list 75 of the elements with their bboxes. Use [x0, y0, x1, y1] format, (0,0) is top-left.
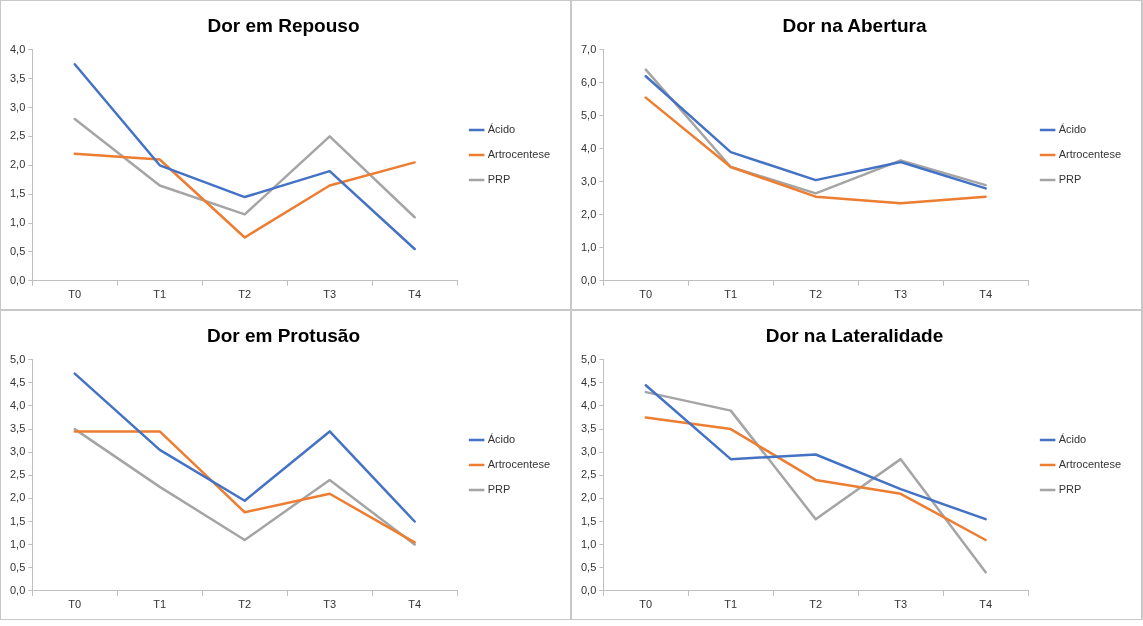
- legend-label: Ácido: [487, 433, 516, 446]
- y-tick-label: 1,0: [9, 537, 26, 550]
- x-tick-label: T3: [323, 288, 337, 301]
- x-tick-label: T3: [894, 598, 908, 611]
- legend-label: PRP: [1058, 483, 1082, 496]
- y-tick-label: 0,0: [580, 273, 597, 286]
- x-tick-label: T4: [408, 288, 422, 301]
- y-tick-label: 0,0: [9, 583, 26, 596]
- y-tick-label: 4,0: [580, 399, 597, 412]
- x-tick-label: T4: [408, 598, 422, 611]
- y-tick-label: 1,5: [580, 514, 597, 527]
- y-tick-label: 4,0: [580, 141, 597, 154]
- y-tick-label: 4,5: [580, 375, 597, 388]
- y-tick-label: 3,0: [9, 100, 26, 113]
- chart-title: Dor na Abertura: [782, 14, 927, 36]
- legend-label: Ácido: [487, 123, 516, 136]
- x-tick-label: T3: [323, 598, 337, 611]
- legend-label: Ácido: [1058, 433, 1087, 446]
- x-tick-label: T3: [894, 288, 908, 301]
- x-tick-label: T1: [724, 598, 738, 611]
- y-tick-label: 1,0: [9, 216, 26, 229]
- y-tick-label: 2,0: [9, 158, 26, 171]
- y-tick-label: 0,5: [580, 560, 597, 573]
- y-tick-label: 4,5: [9, 375, 26, 388]
- y-tick-label: 5,0: [580, 108, 597, 121]
- y-tick-label: 4,0: [9, 42, 26, 55]
- legend-label: Ácido: [1058, 123, 1087, 136]
- x-tick-label: T2: [238, 288, 252, 301]
- x-tick-label: T2: [809, 288, 823, 301]
- chart-title: Dor em Protusão: [206, 324, 361, 346]
- chart-title: Dor na Lateralidade: [765, 324, 944, 346]
- x-tick-label: T0: [639, 598, 653, 611]
- legend-label: Artrocentese: [1058, 148, 1122, 161]
- y-tick-label: 5,0: [9, 352, 26, 365]
- y-tick-label: 6,0: [580, 75, 597, 88]
- y-tick-label: 1,0: [580, 537, 597, 550]
- x-tick-label: T0: [639, 288, 653, 301]
- y-tick-label: 2,0: [9, 491, 26, 504]
- y-tick-label: 3,0: [9, 445, 26, 458]
- y-tick-label: 2,0: [580, 491, 597, 504]
- legend-label: PRP: [487, 173, 511, 186]
- y-tick-label: 0,5: [9, 560, 26, 573]
- x-tick-label: T2: [809, 598, 823, 611]
- y-tick-label: 4,0: [9, 399, 26, 412]
- y-tick-label: 1,5: [9, 187, 26, 200]
- x-tick-label: T4: [979, 288, 993, 301]
- y-tick-label: 3,5: [9, 71, 26, 84]
- y-tick-label: 2,5: [9, 468, 26, 481]
- y-tick-label: 7,0: [580, 42, 597, 55]
- x-tick-label: T1: [724, 288, 738, 301]
- y-tick-label: 2,0: [580, 207, 597, 220]
- x-tick-label: T1: [153, 598, 167, 611]
- y-tick-label: 2,5: [580, 468, 597, 481]
- y-tick-label: 5,0: [580, 352, 597, 365]
- y-tick-label: 3,5: [580, 422, 597, 435]
- legend-label: Artrocentese: [487, 458, 551, 471]
- y-tick-label: 3,0: [580, 174, 597, 187]
- x-tick-label: T4: [979, 598, 993, 611]
- y-tick-label: 3,0: [580, 445, 597, 458]
- chart-title: Dor em Repouso: [207, 14, 360, 36]
- x-tick-label: T0: [68, 598, 82, 611]
- x-tick-label: T0: [68, 288, 82, 301]
- x-tick-label: T1: [153, 288, 167, 301]
- y-tick-label: 0,5: [9, 244, 26, 257]
- legend-label: PRP: [487, 483, 511, 496]
- y-tick-label: 0,0: [9, 273, 26, 286]
- legend-label: Artrocentese: [487, 148, 551, 161]
- y-tick-label: 2,5: [9, 129, 26, 142]
- y-tick-label: 1,0: [580, 240, 597, 253]
- x-tick-label: T2: [238, 598, 252, 611]
- legend-label: PRP: [1058, 173, 1082, 186]
- y-tick-label: 0,0: [580, 583, 597, 596]
- y-tick-label: 3,5: [9, 422, 26, 435]
- legend-label: Artrocentese: [1058, 458, 1122, 471]
- y-tick-label: 1,5: [9, 514, 26, 527]
